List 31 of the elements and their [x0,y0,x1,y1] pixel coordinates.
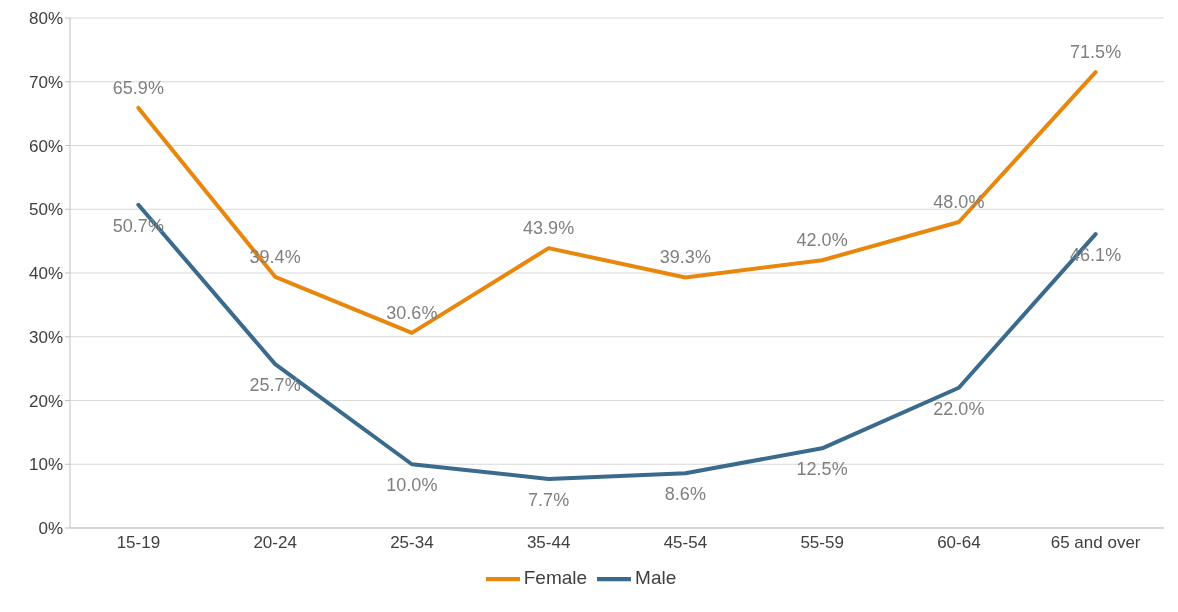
x-tick-label: 55-59 [800,533,844,553]
legend-label: Female [523,567,588,589]
data-label: 25.7% [249,374,301,395]
y-tick-label: 80% [28,9,63,29]
y-tick-label: 30% [28,327,63,347]
data-label: 22.0% [933,398,985,419]
x-tick-label: 45-54 [663,533,708,553]
legend-label: Male [635,567,677,589]
y-tick-label: 10% [28,455,63,475]
y-tick-label: 70% [28,72,63,92]
data-label: 42.0% [796,230,848,251]
data-label: 7.7% [528,489,570,510]
x-tick-label: 65 and over [1050,533,1141,553]
x-tick-label: 20-24 [253,533,297,553]
data-label: 39.3% [659,247,711,268]
data-label: 43.9% [523,218,575,239]
data-label: 8.6% [664,483,706,504]
data-label: 65.9% [112,77,164,98]
x-tick-label: 15-19 [116,533,161,553]
x-tick-label: 25-34 [390,533,434,553]
y-tick-label: 60% [28,136,63,156]
y-tick-label: 20% [28,391,63,411]
data-label: 71.5% [1070,42,1122,63]
data-label: 12.5% [796,459,848,480]
data-label: 10.0% [386,475,438,496]
data-label: 30.6% [386,302,438,323]
y-tick-label: 40% [28,264,63,284]
y-tick-label: 0% [38,519,63,539]
x-tick-label: 60-64 [937,533,981,553]
y-tick-label: 50% [28,200,63,220]
x-tick-label: 35-44 [526,533,571,553]
